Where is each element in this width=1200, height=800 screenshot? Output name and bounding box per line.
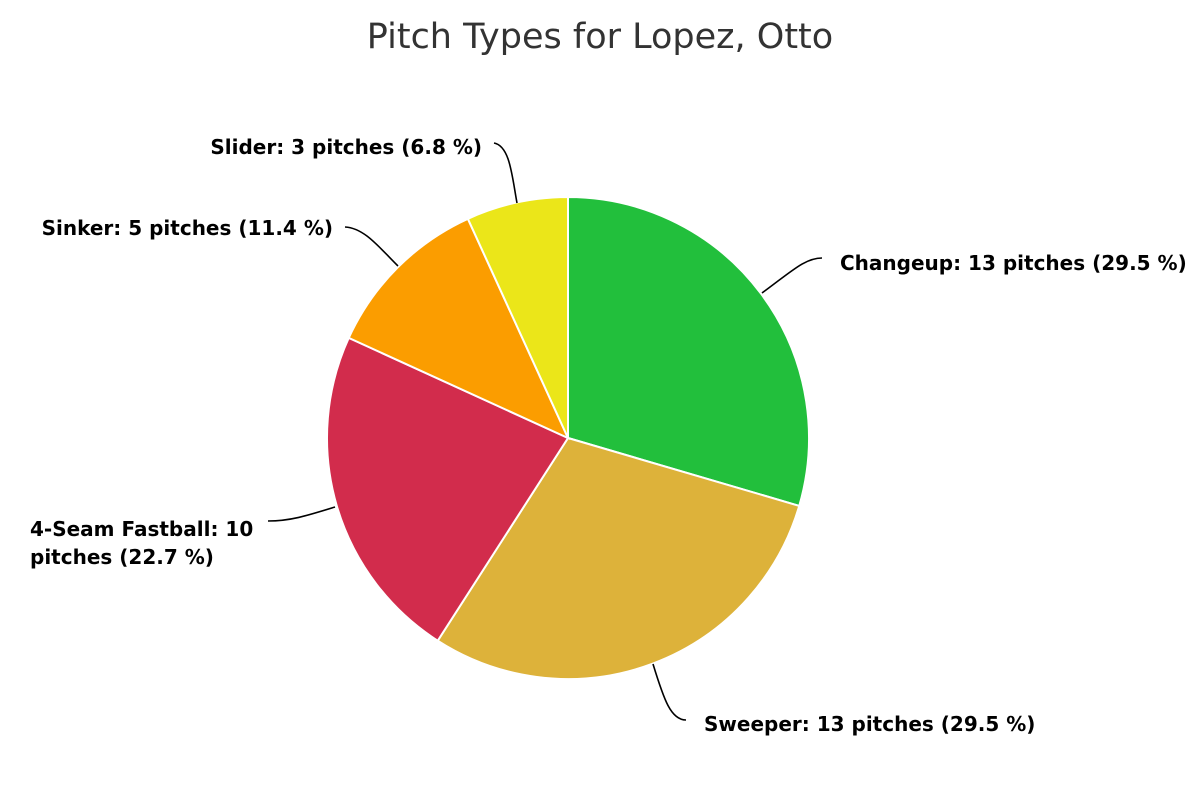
slice-label-sweeper: Sweeper: 13 pitches (29.5 %) [704,712,1035,736]
connector-4-seam-fastball [267,506,336,522]
connector-sinker [344,226,399,267]
pie-slice-4-seam-fastball[interactable] [326,336,570,643]
chart-title: Pitch Types for Lopez, Otto [367,17,833,57]
pie-slices [326,195,810,680]
slice-label-4-seam-fastball: 4-Seam Fastball: 10 pitches (22.7 %) [30,517,260,569]
slice-label-4-seam-fastball-line-2: pitches (22.7 %) [30,545,214,569]
pie-slice-sinker[interactable] [347,217,571,441]
slice-label-sinker: Sinker: 5 pitches (11.4 %) [42,216,333,240]
slice-label-4-seam-fastball-line-1: 4-Seam Fastball: 10 [30,517,253,541]
connector-changeup [761,257,823,294]
pie-slice-changeup[interactable] [567,195,810,508]
connector-sweeper [652,663,687,721]
slice-label-slider: Slider: 3 pitches (6.8 %) [210,135,482,159]
slice-label-changeup: Changeup: 13 pitches (29.5 %) [840,251,1187,275]
connector-slider [493,142,518,204]
pie-slice-sweeper[interactable] [436,436,801,680]
